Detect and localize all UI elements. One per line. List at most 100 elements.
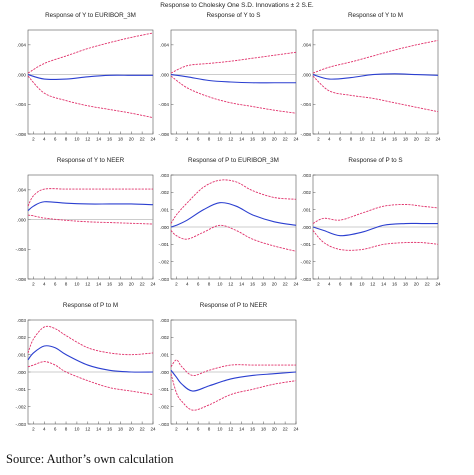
y-tick-label: -.002 bbox=[159, 404, 170, 409]
x-tick-label: 12 bbox=[370, 282, 376, 287]
y-tick-label: .001 bbox=[160, 207, 169, 212]
lower-band-line bbox=[170, 75, 297, 114]
y-tick-label: .000 bbox=[302, 72, 311, 77]
x-tick-label: 22 bbox=[283, 137, 289, 142]
response-line bbox=[27, 345, 154, 373]
x-tick-label: 20 bbox=[414, 137, 420, 142]
x-tick-label: 20 bbox=[129, 282, 135, 287]
y-tick-label: -.002 bbox=[159, 259, 170, 264]
x-tick-label: 12 bbox=[228, 427, 234, 432]
panel-title: Response of Y to M bbox=[348, 12, 403, 19]
x-tick-label: 4 bbox=[186, 282, 189, 287]
y-tick-label: -.004 bbox=[16, 102, 27, 107]
y-tick-label: .003 bbox=[160, 318, 169, 323]
y-tick-label: -.003 bbox=[16, 422, 27, 427]
x-tick-label: 18 bbox=[261, 427, 267, 432]
response-line bbox=[170, 202, 297, 228]
x-tick-label: 18 bbox=[403, 282, 409, 287]
response-line bbox=[170, 74, 296, 84]
figure-title: Response to Cholesky One S.D. Innovation… bbox=[160, 2, 314, 9]
lower-band-line bbox=[170, 373, 297, 411]
y-tick-label: -.004 bbox=[301, 102, 312, 107]
y-tick-label: .003 bbox=[302, 173, 311, 178]
lower-band-line bbox=[312, 230, 439, 251]
x-tick-label: 8 bbox=[65, 427, 68, 432]
response-line bbox=[170, 369, 297, 392]
x-tick-label: 22 bbox=[140, 282, 146, 287]
y-tick-label: .000 bbox=[302, 225, 311, 230]
y-tick-label: .004 bbox=[302, 43, 311, 48]
y-tick-label: .004 bbox=[17, 43, 26, 48]
upper-band-line bbox=[312, 204, 439, 224]
plot-frame bbox=[170, 29, 297, 135]
x-tick-label: 24 bbox=[150, 427, 156, 432]
x-tick-label: 16 bbox=[392, 282, 398, 287]
x-tick-label: 8 bbox=[350, 137, 353, 142]
source-note: Source: Author’s own calculation bbox=[6, 452, 174, 466]
y-tick-label: .003 bbox=[160, 173, 169, 178]
y-tick-label: -.001 bbox=[16, 387, 27, 392]
y-tick-label: -.001 bbox=[159, 242, 170, 247]
x-tick-label: 2 bbox=[175, 427, 178, 432]
x-tick-label: 10 bbox=[74, 282, 80, 287]
upper-band-line bbox=[312, 39, 439, 74]
x-tick-label: 20 bbox=[129, 427, 135, 432]
lower-band-line bbox=[170, 224, 297, 252]
upper-band-line bbox=[170, 359, 297, 376]
x-tick-label: 2 bbox=[32, 427, 35, 432]
x-tick-label: 10 bbox=[74, 427, 80, 432]
panel-title: Response of Y to S bbox=[206, 12, 260, 19]
y-tick-label: .001 bbox=[160, 352, 169, 357]
y-tick-label: -.008 bbox=[16, 132, 27, 137]
x-tick-label: 22 bbox=[140, 427, 146, 432]
response-line bbox=[312, 73, 439, 80]
x-tick-label: 10 bbox=[74, 137, 80, 142]
x-tick-label: 24 bbox=[293, 282, 299, 287]
x-tick-label: 18 bbox=[118, 427, 124, 432]
y-tick-label: .004 bbox=[17, 188, 26, 193]
y-tick-label: .000 bbox=[17, 217, 26, 222]
y-tick-label: -.008 bbox=[301, 132, 312, 137]
x-tick-label: 16 bbox=[250, 137, 256, 142]
panel-5: Response of P to EURIBOR_3M .003 .002 .001.… bbox=[159, 157, 299, 287]
upper-band-line bbox=[27, 325, 154, 356]
x-tick-label: 4 bbox=[186, 427, 189, 432]
panel-title: Response of Y to NEER bbox=[57, 157, 125, 164]
response-line bbox=[312, 222, 439, 237]
x-tick-label: 4 bbox=[328, 137, 331, 142]
x-tick-label: 24 bbox=[293, 137, 299, 142]
x-tick-label: 16 bbox=[107, 137, 113, 142]
x-tick-label: 4 bbox=[328, 282, 331, 287]
y-tick-label: .000 bbox=[160, 72, 169, 77]
x-tick-label: 8 bbox=[65, 282, 68, 287]
x-tick-label: 6 bbox=[54, 427, 57, 432]
x-tick-label: 8 bbox=[208, 282, 211, 287]
y-tick-label: .002 bbox=[302, 190, 311, 195]
lower-band-line bbox=[312, 75, 439, 113]
x-tick-label: 2 bbox=[317, 282, 320, 287]
y-tick-label: -.003 bbox=[159, 422, 170, 427]
x-tick-label: 24 bbox=[150, 282, 156, 287]
x-tick-label: 14 bbox=[239, 427, 245, 432]
upper-band-line bbox=[27, 188, 153, 207]
upper-band-line bbox=[27, 32, 154, 74]
y-tick-label: .000 bbox=[160, 370, 169, 375]
plot-frame bbox=[27, 174, 154, 280]
x-tick-label: 22 bbox=[283, 282, 289, 287]
x-tick-label: 10 bbox=[359, 137, 365, 142]
x-tick-label: 20 bbox=[129, 137, 135, 142]
x-tick-label: 20 bbox=[272, 282, 278, 287]
panel-6: Response of P to S .003 .002 .001 .000 -.001 -… bbox=[301, 157, 441, 287]
x-tick-label: 22 bbox=[425, 137, 431, 142]
x-tick-label: 10 bbox=[217, 282, 223, 287]
x-tick-label: 24 bbox=[435, 137, 441, 142]
x-tick-label: 16 bbox=[250, 282, 256, 287]
x-tick-label: 4 bbox=[43, 137, 46, 142]
x-tick-label: 14 bbox=[239, 282, 245, 287]
x-tick-label: 18 bbox=[261, 137, 267, 142]
plot-frame bbox=[27, 29, 154, 135]
x-tick-label: 16 bbox=[107, 427, 113, 432]
x-tick-label: 14 bbox=[239, 137, 245, 142]
x-tick-label: 10 bbox=[217, 137, 223, 142]
